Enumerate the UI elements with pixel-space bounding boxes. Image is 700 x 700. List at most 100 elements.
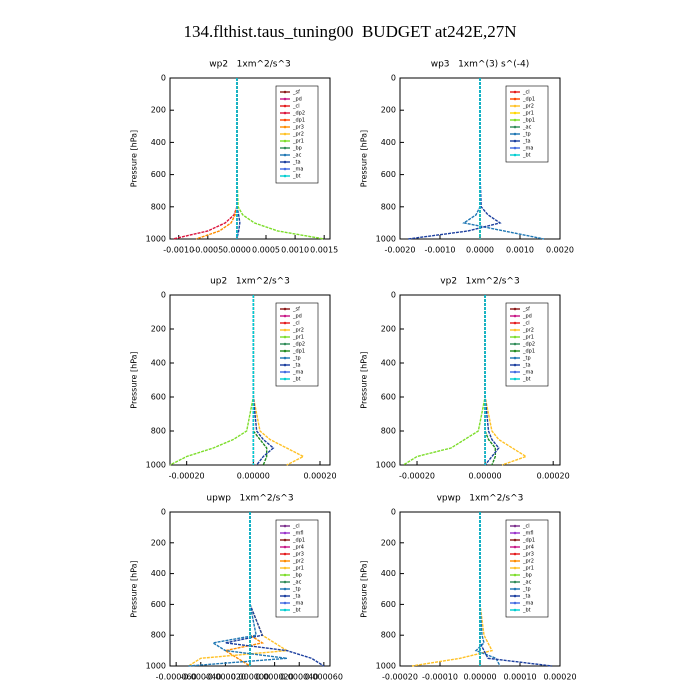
y-tick-label: 600: [151, 600, 166, 609]
legend-marker: [283, 125, 287, 129]
y-tick-label: 800: [381, 427, 396, 436]
legend-marker: [513, 370, 517, 374]
legend-marker: [283, 139, 287, 143]
legend-label: _dp2: [292, 342, 305, 348]
y-tick-label: 400: [381, 138, 396, 147]
y-tick-label: 1000: [376, 461, 396, 470]
x-tick-label: 0.000020: [256, 673, 294, 682]
legend-label: _pr2: [292, 559, 304, 565]
x-tick-label: -0.000060: [156, 673, 197, 682]
legend-marker: [513, 377, 517, 381]
legend-label: _ta: [292, 160, 301, 166]
legend-label: _mfl: [522, 531, 534, 537]
x-tick-label: 0.00010: [503, 673, 536, 682]
legend-marker: [283, 167, 287, 171]
legend-marker: [283, 552, 287, 556]
legend-marker: [513, 314, 517, 318]
legend-marker: [513, 153, 517, 157]
legend-label: _pr1: [292, 139, 304, 145]
x-tick-label: 0.000000: [231, 673, 269, 682]
legend-label: _pr4: [522, 545, 534, 551]
x-tick-label: -0.00020: [382, 673, 418, 682]
legend-marker: [513, 524, 517, 528]
y-tick-label: 200: [151, 325, 166, 334]
figure-title: 134.flthist.taus_tuning00 BUDGET at242E,…: [183, 22, 516, 41]
panel: wp2 1xm^2/s^3 Pressure [hPa] 0 200 400 600 800…: [130, 60, 339, 255]
y-tick-label: 1000: [376, 235, 396, 244]
x-tick-label: 0.00000: [469, 472, 502, 481]
legend-label: _pr2: [292, 132, 304, 138]
legend-label: _bp1: [522, 118, 535, 124]
legend-label: _cl: [522, 321, 530, 327]
profile-line: [188, 512, 288, 667]
legend-marker: [513, 559, 517, 563]
legend-marker: [283, 594, 287, 598]
y-tick-label: 0: [161, 74, 166, 83]
y-tick-label: 1000: [146, 662, 166, 671]
legend-marker: [283, 608, 287, 612]
x-tick-label: -0.0010: [425, 246, 456, 255]
legend-marker: [283, 356, 287, 360]
y-axis-label: Pressure [hPa]: [130, 351, 139, 408]
legend-label: _ma: [522, 146, 533, 152]
plot-frame: [169, 77, 331, 240]
legend-label: _dp1: [522, 538, 535, 544]
legend-marker: [513, 328, 517, 332]
legend-marker: [283, 524, 287, 528]
y-tick-label: 1000: [146, 461, 166, 470]
legend-label: _pr1: [522, 111, 534, 117]
legend-marker: [513, 349, 517, 353]
y-tick-label: 800: [151, 202, 166, 211]
legend-marker: [283, 160, 287, 164]
legend-label: _tp: [522, 132, 531, 138]
x-tick-label: 0.0010: [506, 246, 534, 255]
panel-title: wp3 1xm^(3) s^(-4): [431, 60, 530, 70]
legend-marker: [283, 531, 287, 535]
x-tick-label: -0.0010: [163, 246, 194, 255]
legend-label: _ta: [292, 363, 301, 369]
y-tick-label: 800: [151, 427, 166, 436]
profile-line: [484, 295, 497, 466]
legend-label: _bt: [522, 377, 531, 383]
y-tick-label: 600: [381, 170, 396, 179]
legend-label: _bt: [292, 174, 301, 180]
x-tick-label: -0.0020: [385, 246, 416, 255]
legend-marker: [283, 146, 287, 150]
legend-marker: [513, 552, 517, 556]
y-tick-label: 400: [381, 359, 396, 368]
legend-marker: [513, 538, 517, 542]
legend-marker: [283, 342, 287, 346]
panel-title: up2 1xm^2/s^3: [210, 277, 290, 287]
x-tick-label: 0.00020: [543, 673, 576, 682]
x-tick-label: 0.000060: [305, 673, 343, 682]
x-tick-label: 0.00020: [537, 472, 570, 481]
y-tick-label: 600: [151, 170, 166, 179]
legend-label: _tp: [522, 356, 531, 362]
y-axis-label: Pressure [hPa]: [360, 351, 369, 408]
y-tick-label: 200: [381, 106, 396, 115]
legend-marker: [283, 307, 287, 311]
x-tick-label: 0.0015: [310, 246, 338, 255]
legend-label: _sf: [292, 90, 300, 96]
y-tick-label: 600: [151, 393, 166, 402]
y-tick-label: 400: [151, 569, 166, 578]
legend-label: _bp: [522, 573, 532, 579]
legend-marker: [513, 342, 517, 346]
legend-marker: [283, 314, 287, 318]
profile-line: [403, 295, 486, 466]
y-tick-label: 0: [391, 74, 396, 83]
legend-label: _pd: [522, 314, 532, 320]
legend-marker: [513, 545, 517, 549]
legend-label: _ma: [292, 167, 303, 173]
legend-label: _ac: [522, 580, 532, 586]
legend-marker: [513, 90, 517, 94]
legend-label: _pr2: [522, 104, 534, 110]
legend-marker: [513, 587, 517, 591]
profile-line: [252, 295, 268, 466]
legend-label: _dp2: [522, 342, 535, 348]
legend-marker: [513, 573, 517, 577]
legend-label: _pd: [292, 314, 302, 320]
legend-marker: [513, 594, 517, 598]
profile-line: [195, 78, 238, 240]
